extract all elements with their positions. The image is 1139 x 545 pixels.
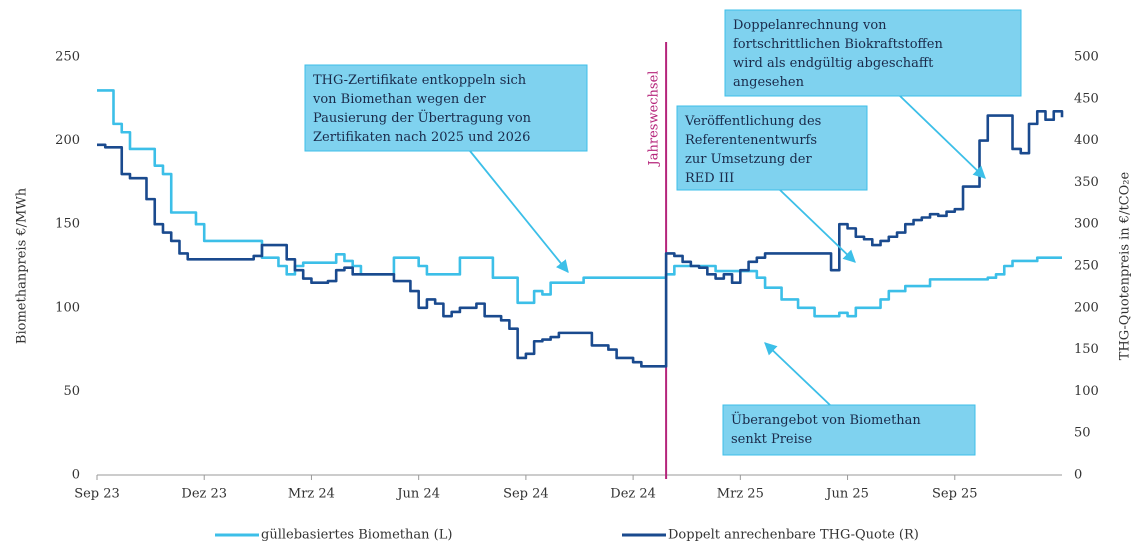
annotation-text: Referentenentwurfs xyxy=(685,133,817,148)
series-line xyxy=(97,110,1064,368)
annotation-text: von Biomethan wegen der xyxy=(312,92,486,107)
y2-tick-label: 500 xyxy=(1074,50,1099,65)
y2-axis-label: THG-Quotenpreis in €/tCO₂e xyxy=(1118,171,1133,360)
annotation-text: senkt Preise xyxy=(731,432,812,447)
y2-tick-label: 300 xyxy=(1074,217,1099,232)
annotation-arrow xyxy=(469,150,569,273)
annotation-box xyxy=(304,64,588,152)
annotation-box xyxy=(676,105,868,191)
annotation-text: THG-Zertifikate entkoppeln sich xyxy=(313,73,527,88)
x-tick-label: Jun 25 xyxy=(824,487,869,502)
annotation: Doppelanrechnung von fortschrittlichen Bi… xyxy=(724,9,1022,97)
y-tick-label: 200 xyxy=(55,133,80,148)
x-tick-label: Mrz 24 xyxy=(288,487,335,502)
x-tick-label: Sep 25 xyxy=(932,487,978,502)
annotation-text: RED III xyxy=(685,171,734,186)
y2-tick-label: 0 xyxy=(1074,468,1082,483)
y2-tick-label: 400 xyxy=(1074,133,1099,148)
annotation-text: Zertifikaten nach 2025 und 2026 xyxy=(313,130,530,145)
legend-label: Doppelt anrechenbare THG-Quote (R) xyxy=(668,528,919,543)
annotation-arrow xyxy=(899,95,986,179)
y-axis-label: Biomethanpreis €/MWh xyxy=(15,187,30,344)
y2-tick-label: 200 xyxy=(1074,300,1099,315)
annotation-box xyxy=(722,404,976,456)
event-label: Jahreswechsel xyxy=(647,71,662,168)
annotation-text: angesehen xyxy=(733,75,805,90)
y-tick-label: 150 xyxy=(55,217,80,232)
x-tick-label: Dez 23 xyxy=(181,487,227,502)
annotation-arrow xyxy=(779,189,856,263)
y2-tick-label: 350 xyxy=(1074,175,1099,190)
annotation: Veröffentlichung des Referentenentwurfs zu… xyxy=(676,105,868,191)
annotation-arrow xyxy=(764,342,831,406)
y2-tick-label: 100 xyxy=(1074,384,1099,399)
y-tick-label: 100 xyxy=(55,300,80,315)
annotation-text: Veröffentlichung des xyxy=(684,114,821,129)
legend-label: güllebasiertes Biomethan (L) xyxy=(261,528,452,543)
y2-tick-label: 150 xyxy=(1074,342,1099,357)
y2-tick-label: 50 xyxy=(1074,426,1091,441)
series-line xyxy=(97,89,1062,318)
annotation-text: Überangebot von Biomethan xyxy=(731,411,921,428)
y2-tick-label: 250 xyxy=(1074,259,1099,274)
x-tick-label: Sep 23 xyxy=(74,487,120,502)
annotation: Überangebot von Biomethan senkt Preise xyxy=(722,404,976,456)
x-tick-label: Jun 24 xyxy=(395,487,440,502)
y-tick-label: 250 xyxy=(55,50,80,65)
annotation-text: wird als endgültig abgeschafft xyxy=(733,56,934,71)
x-tick-label: Dez 24 xyxy=(610,487,656,502)
y2-tick-label: 450 xyxy=(1074,91,1099,106)
x-tick-label: Mrz 25 xyxy=(717,487,764,502)
annotation-text: Pausierung der Übertragung von xyxy=(313,109,532,126)
annotation-text: zur Umsetzung der xyxy=(685,152,813,167)
annotation-text: fortschrittlichen Biokraftstoffen xyxy=(733,37,943,52)
annotation: THG-Zertifikate entkoppeln sich von Biome… xyxy=(304,64,588,152)
annotation-box xyxy=(724,9,1022,97)
y-tick-label: 50 xyxy=(63,384,80,399)
x-tick-label: Sep 24 xyxy=(503,487,549,502)
annotation-text: Doppelanrechnung von xyxy=(733,18,887,33)
y-tick-label: 0 xyxy=(72,468,80,483)
